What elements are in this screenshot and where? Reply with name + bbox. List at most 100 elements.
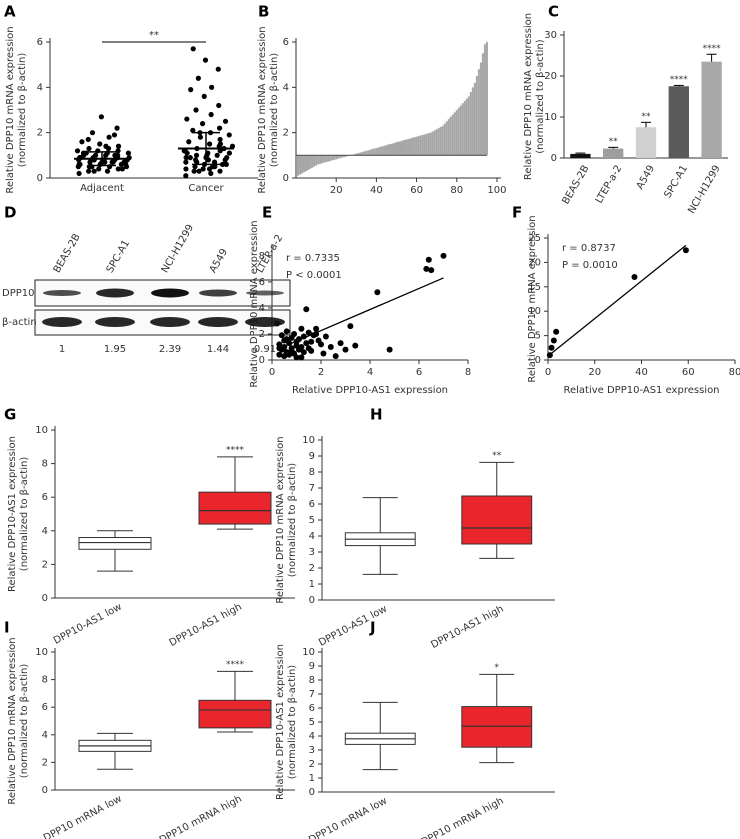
bar bbox=[431, 131, 434, 156]
fit-line bbox=[276, 277, 444, 351]
data-point bbox=[208, 170, 214, 177]
bar bbox=[603, 148, 624, 158]
y-tick-label: 5 bbox=[535, 331, 541, 342]
x-tick-label: DPP10 mRNA low bbox=[42, 794, 124, 839]
data-point bbox=[193, 152, 200, 158]
x-axis-label: Relative DPP10-AS1 expression bbox=[292, 385, 448, 396]
data-point bbox=[342, 346, 349, 353]
bar bbox=[315, 155, 318, 166]
bar bbox=[317, 155, 320, 165]
y-tick-label: 10 bbox=[544, 112, 557, 123]
x-tick-label: DPP10 mRNA low bbox=[307, 796, 389, 839]
y-axis-label: Relative DPP10-AS1 expression bbox=[275, 644, 286, 800]
lane-label: A549 bbox=[208, 247, 230, 275]
bar bbox=[365, 150, 368, 156]
bar bbox=[439, 127, 442, 156]
data-point bbox=[86, 168, 92, 174]
data-point bbox=[195, 75, 201, 81]
y-tick-label: 0 bbox=[309, 787, 315, 798]
x-tick-label: Cancer bbox=[188, 183, 224, 194]
bar bbox=[387, 144, 390, 156]
x-tick-label: 60 bbox=[682, 367, 695, 378]
x-tick-label: 60 bbox=[410, 185, 423, 196]
y-tick-label: 8 bbox=[42, 675, 48, 686]
bar bbox=[461, 103, 464, 156]
y-axis-label: Relative DPP10 mRNA expression bbox=[527, 215, 538, 382]
bar bbox=[373, 148, 376, 156]
significance-label: **** bbox=[703, 44, 722, 54]
data-point bbox=[188, 87, 194, 93]
y-tick-label: 15 bbox=[528, 282, 541, 293]
data-point bbox=[92, 152, 99, 158]
y-tick-label: 25 bbox=[528, 233, 541, 244]
box bbox=[461, 706, 533, 748]
x-tick-label: 80 bbox=[729, 367, 740, 378]
bar bbox=[313, 155, 316, 167]
data-point bbox=[80, 150, 87, 156]
data-point bbox=[123, 164, 130, 170]
y-axis-label: Relative DPP10 mRNA expression bbox=[257, 26, 268, 193]
data-point bbox=[193, 107, 199, 113]
data-point bbox=[222, 118, 229, 124]
x-tick-label: 8 bbox=[465, 367, 471, 378]
data-point bbox=[208, 111, 214, 118]
y-tick-label: 2 bbox=[259, 329, 265, 340]
panel-letter: F bbox=[512, 204, 522, 222]
ratio-label: 2.39 bbox=[159, 344, 181, 355]
y-tick-label: 6 bbox=[259, 277, 265, 288]
band bbox=[199, 289, 237, 297]
bar bbox=[307, 155, 310, 171]
y-tick-label: 2 bbox=[37, 128, 43, 139]
data-point bbox=[103, 143, 109, 149]
x-tick-label: 0 bbox=[545, 367, 551, 378]
bar bbox=[409, 138, 412, 156]
data-point bbox=[425, 256, 432, 263]
bar bbox=[421, 134, 424, 156]
stat-label: r = 0.7335 bbox=[286, 253, 340, 264]
y-axis-label: Relative DPP10 mRNA expression bbox=[523, 13, 534, 180]
band bbox=[198, 317, 238, 327]
y-tick-label: 1 bbox=[309, 773, 315, 784]
data-point bbox=[318, 341, 324, 348]
bar bbox=[355, 153, 358, 156]
x-axis-label: Relative DPP10-AS1 expression bbox=[563, 385, 719, 396]
data-point bbox=[183, 159, 189, 165]
x-tick-label: BEAS-2B bbox=[560, 163, 591, 206]
data-point bbox=[682, 247, 689, 254]
data-point bbox=[197, 134, 203, 140]
x-tick-label: A549 bbox=[635, 164, 657, 192]
x-tick-label: DPP10-AS1 high bbox=[168, 602, 244, 649]
band bbox=[96, 288, 134, 298]
stat-label: P = 0.0010 bbox=[562, 260, 618, 271]
x-tick-label: DPP10 mRNA high bbox=[419, 796, 505, 839]
bar bbox=[297, 155, 300, 176]
bar bbox=[299, 155, 302, 175]
band bbox=[95, 317, 135, 327]
y-axis-label: Relative DPP10 mRNA expression bbox=[249, 220, 260, 387]
bar bbox=[473, 82, 476, 156]
x-tick-label: 40 bbox=[635, 367, 648, 378]
bar bbox=[481, 53, 484, 156]
y-tick-label: 4 bbox=[309, 731, 315, 742]
panel-letter: H bbox=[370, 406, 383, 424]
data-point bbox=[332, 353, 339, 360]
data-point bbox=[313, 325, 320, 332]
bar bbox=[367, 150, 370, 156]
y-tick-label: 9 bbox=[309, 451, 315, 462]
y-tick-label: 6 bbox=[42, 492, 48, 503]
data-point bbox=[209, 84, 215, 90]
data-point bbox=[283, 328, 290, 335]
data-point bbox=[89, 130, 96, 136]
y-tick-label: 5 bbox=[309, 717, 315, 728]
y-tick-label: 0 bbox=[535, 355, 541, 366]
bar bbox=[459, 105, 462, 156]
bar bbox=[479, 62, 482, 156]
data-point bbox=[104, 168, 111, 174]
data-point bbox=[212, 164, 218, 170]
bar bbox=[419, 135, 422, 156]
y-axis-label: (normalized to β-actin) bbox=[287, 665, 298, 780]
data-point bbox=[631, 274, 638, 281]
significance-label: ** bbox=[642, 112, 652, 122]
bar bbox=[467, 96, 470, 156]
data-point bbox=[374, 289, 381, 296]
